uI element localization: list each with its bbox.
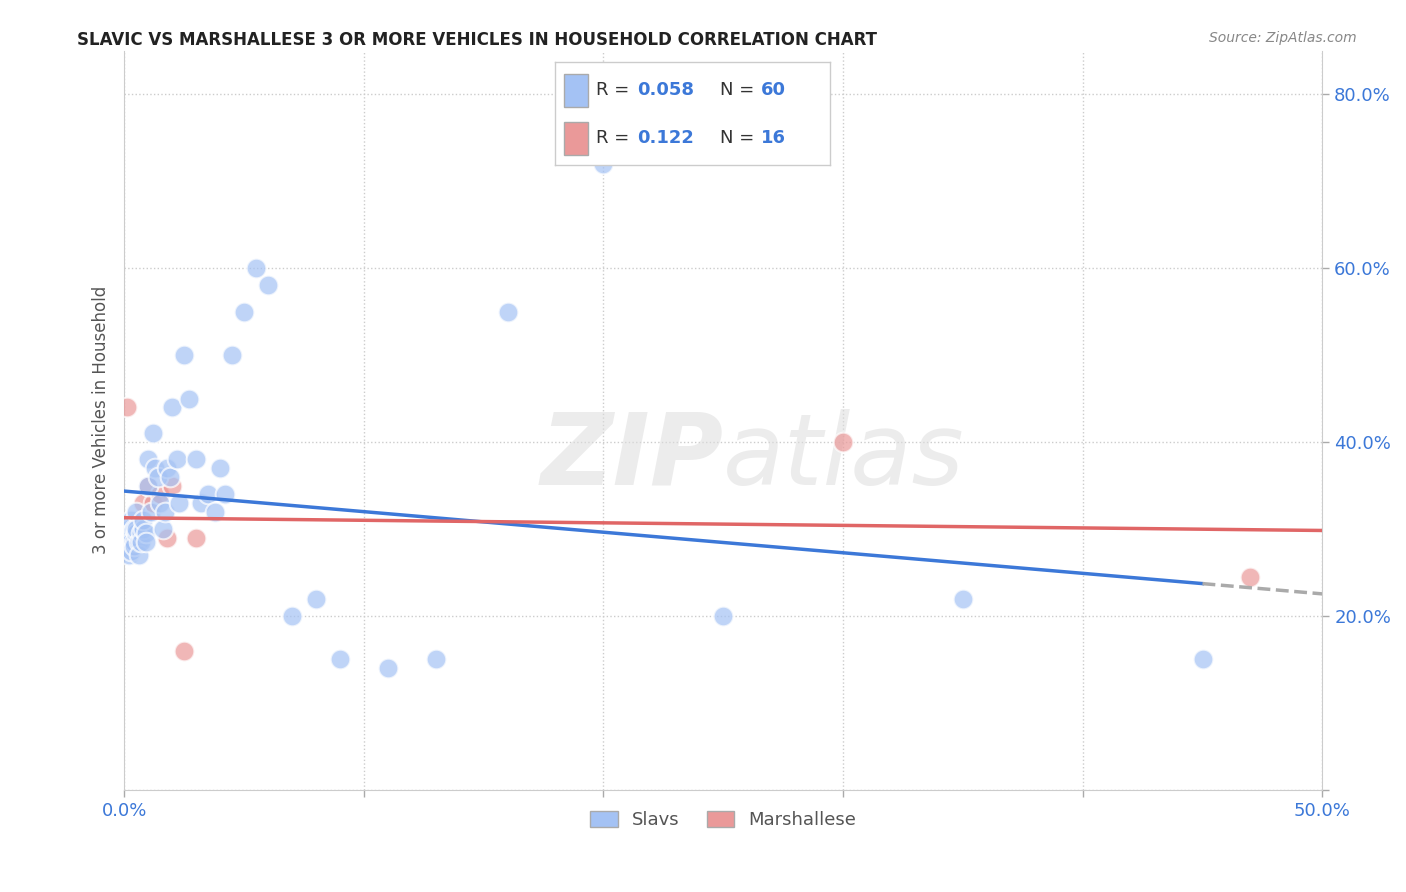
Point (125, 526, 148, 541)
Point (120, 543, 142, 558)
Point (120, 526, 142, 541)
Point (281, 609, 304, 624)
Point (166, 452, 188, 467)
Point (139, 505, 162, 519)
Point (305, 591, 328, 606)
Point (190, 496, 212, 510)
Point (115, 401, 138, 415)
Point (136, 452, 159, 467)
Point (1239, 570, 1261, 584)
Text: 60: 60 (761, 81, 786, 99)
Point (128, 535, 150, 549)
Point (136, 478, 159, 492)
Point (177, 392, 200, 406)
Text: 0.122: 0.122 (638, 129, 695, 147)
Point (204, 505, 226, 519)
Point (184, 452, 207, 467)
Point (120, 535, 142, 549)
Point (142, 426, 165, 441)
Text: SLAVIC VS MARSHALLESE 3 OR MORE VEHICLES IN HOUSEHOLD CORRELATION CHART: SLAVIC VS MARSHALLESE 3 OR MORE VEHICLES… (77, 31, 877, 49)
Point (173, 348, 195, 362)
Point (1191, 652, 1213, 666)
Text: R =: R = (596, 129, 630, 147)
Text: Source: ZipAtlas.com: Source: ZipAtlas.com (1209, 31, 1357, 45)
Point (129, 535, 152, 549)
Text: R =: R = (596, 81, 630, 99)
Text: ZIP: ZIP (540, 409, 723, 506)
Point (125, 505, 148, 519)
Point (142, 496, 165, 510)
Point (122, 535, 145, 549)
Point (118, 548, 141, 562)
Point (425, 652, 447, 666)
Point (118, 535, 141, 549)
Point (135, 526, 157, 541)
Point (173, 644, 195, 658)
Point (129, 526, 152, 541)
Text: atlas: atlas (723, 409, 965, 506)
Point (145, 461, 167, 475)
Point (128, 526, 150, 541)
Point (128, 548, 150, 562)
Point (156, 461, 179, 475)
Point (245, 261, 267, 276)
Text: N =: N = (720, 129, 754, 147)
Text: 0.058: 0.058 (638, 81, 695, 99)
Point (159, 470, 181, 484)
Point (197, 487, 219, 501)
Point (233, 304, 256, 318)
Point (160, 401, 183, 415)
Point (209, 461, 232, 475)
Point (122, 540, 145, 554)
Point (120, 513, 142, 527)
Point (122, 540, 145, 554)
Point (118, 526, 141, 541)
Point (120, 535, 142, 549)
Point (160, 478, 183, 492)
Point (221, 348, 243, 362)
Point (122, 522, 145, 536)
Legend: Slavs, Marshallese: Slavs, Marshallese (583, 804, 863, 837)
Point (135, 535, 157, 549)
Point (146, 470, 169, 484)
Point (115, 526, 138, 541)
Point (952, 591, 974, 606)
Point (136, 478, 159, 492)
Point (496, 304, 519, 318)
Point (156, 531, 179, 545)
Point (115, 535, 138, 549)
FancyBboxPatch shape (564, 74, 588, 106)
Point (132, 496, 155, 510)
Point (711, 609, 734, 624)
Point (329, 652, 352, 666)
Text: 16: 16 (761, 129, 786, 147)
Point (118, 522, 141, 536)
Point (257, 278, 280, 293)
Point (132, 513, 155, 527)
Point (149, 496, 172, 510)
Point (169, 496, 191, 510)
Point (152, 522, 174, 536)
FancyBboxPatch shape (564, 122, 588, 155)
Point (149, 487, 172, 501)
Point (832, 435, 855, 450)
Point (153, 505, 176, 519)
Point (132, 522, 155, 536)
Point (377, 661, 399, 675)
Point (125, 522, 148, 536)
Point (184, 531, 207, 545)
Text: N =: N = (720, 81, 754, 99)
Point (125, 522, 148, 536)
Point (592, 157, 614, 171)
Point (214, 487, 236, 501)
Y-axis label: 3 or more Vehicles in Household: 3 or more Vehicles in Household (93, 286, 110, 555)
